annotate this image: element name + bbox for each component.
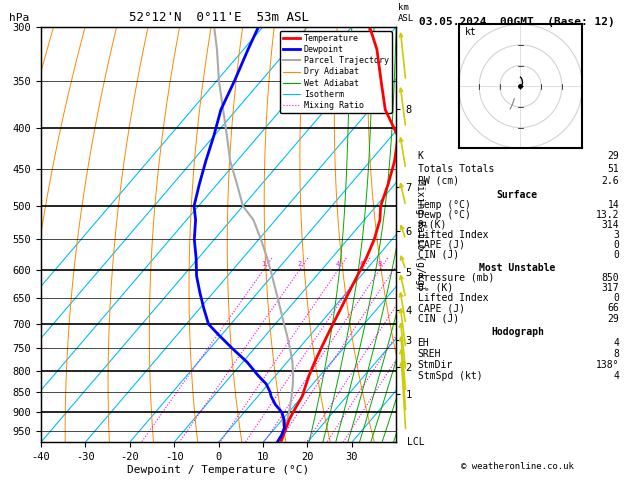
Text: 8: 8 bbox=[613, 349, 620, 359]
Text: StmDir: StmDir bbox=[418, 360, 453, 370]
Text: 14: 14 bbox=[608, 200, 620, 209]
Text: Lifted Index: Lifted Index bbox=[418, 230, 488, 240]
Text: 66: 66 bbox=[608, 303, 620, 313]
Text: 2: 2 bbox=[298, 261, 301, 267]
Legend: Temperature, Dewpoint, Parcel Trajectory, Dry Adiabat, Wet Adiabat, Isotherm, Mi: Temperature, Dewpoint, Parcel Trajectory… bbox=[280, 31, 392, 113]
Text: CIN (J): CIN (J) bbox=[418, 250, 459, 260]
Text: K: K bbox=[418, 151, 423, 161]
Text: 3: 3 bbox=[613, 230, 620, 240]
Text: Totals Totals: Totals Totals bbox=[418, 164, 494, 174]
Text: 29: 29 bbox=[608, 151, 620, 161]
Text: 8: 8 bbox=[377, 261, 382, 267]
Text: © weatheronline.co.uk: © weatheronline.co.uk bbox=[461, 462, 574, 471]
Text: 0: 0 bbox=[613, 240, 620, 250]
Text: 1: 1 bbox=[261, 261, 265, 267]
Text: 0: 0 bbox=[613, 250, 620, 260]
Text: Temp (°C): Temp (°C) bbox=[418, 200, 470, 209]
Text: Pressure (mb): Pressure (mb) bbox=[418, 273, 494, 283]
Text: CIN (J): CIN (J) bbox=[418, 313, 459, 324]
Text: StmSpd (kt): StmSpd (kt) bbox=[418, 371, 482, 381]
Text: 4: 4 bbox=[613, 371, 620, 381]
Text: CAPE (J): CAPE (J) bbox=[418, 303, 465, 313]
Text: 51: 51 bbox=[608, 164, 620, 174]
Text: 29: 29 bbox=[608, 313, 620, 324]
Text: 2.6: 2.6 bbox=[602, 176, 620, 186]
Text: Lifted Index: Lifted Index bbox=[418, 293, 488, 303]
Text: km
ASL: km ASL bbox=[398, 3, 414, 22]
Text: 0: 0 bbox=[613, 293, 620, 303]
Text: CAPE (J): CAPE (J) bbox=[418, 240, 465, 250]
Text: 13.2: 13.2 bbox=[596, 209, 620, 220]
Text: LCL: LCL bbox=[407, 437, 425, 447]
Title: 52°12'N  0°11'E  53m ASL: 52°12'N 0°11'E 53m ASL bbox=[128, 11, 309, 24]
Text: Surface: Surface bbox=[497, 190, 538, 200]
Text: 4: 4 bbox=[613, 338, 620, 347]
Text: SREH: SREH bbox=[418, 349, 441, 359]
Text: 4: 4 bbox=[336, 261, 340, 267]
Text: PW (cm): PW (cm) bbox=[418, 176, 459, 186]
Text: Most Unstable: Most Unstable bbox=[479, 262, 555, 273]
Y-axis label: Mixing Ratio (g/kg): Mixing Ratio (g/kg) bbox=[415, 179, 425, 290]
Text: θₑ(K): θₑ(K) bbox=[418, 220, 447, 230]
Text: 6: 6 bbox=[360, 261, 364, 267]
Text: 850: 850 bbox=[602, 273, 620, 283]
Text: 314: 314 bbox=[602, 220, 620, 230]
Text: 03.05.2024  00GMT  (Base: 12): 03.05.2024 00GMT (Base: 12) bbox=[420, 17, 615, 27]
Text: 317: 317 bbox=[602, 283, 620, 293]
Text: θₑ (K): θₑ (K) bbox=[418, 283, 453, 293]
Text: EH: EH bbox=[418, 338, 429, 347]
Text: Hodograph: Hodograph bbox=[491, 327, 544, 337]
Text: kt: kt bbox=[465, 27, 477, 36]
Text: Dewp (°C): Dewp (°C) bbox=[418, 209, 470, 220]
X-axis label: Dewpoint / Temperature (°C): Dewpoint / Temperature (°C) bbox=[128, 465, 309, 475]
Text: hPa: hPa bbox=[9, 13, 29, 22]
Text: 138°: 138° bbox=[596, 360, 620, 370]
